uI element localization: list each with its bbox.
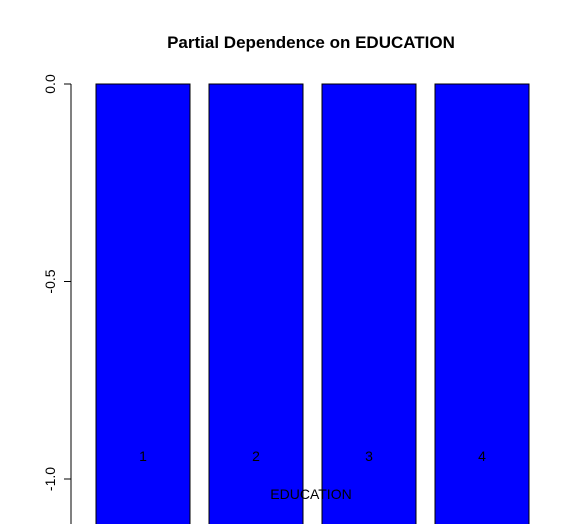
bar-2: [208, 83, 304, 524]
chart-title: Partial Dependence on EDUCATION: [167, 33, 455, 52]
bars-group: [95, 83, 530, 524]
y-tick-label: 0.0: [42, 74, 58, 94]
bar-4: [434, 83, 530, 524]
x-tick-label-4: 4: [478, 448, 486, 464]
bar-1: [95, 83, 191, 524]
x-tick-label-2: 2: [252, 448, 260, 464]
y-axis: 0.0-0.5-1.0-1.5: [42, 74, 72, 524]
x-tick-label-3: 3: [365, 448, 373, 464]
x-tick-label-1: 1: [139, 448, 147, 464]
x-tick-labels: 1 2 3 4: [139, 448, 486, 464]
y-tick-label: -1.0: [42, 467, 58, 491]
x-axis-label: EDUCATION: [270, 486, 351, 502]
bar-3: [321, 83, 417, 524]
y-tick-label: -0.5: [42, 269, 58, 293]
